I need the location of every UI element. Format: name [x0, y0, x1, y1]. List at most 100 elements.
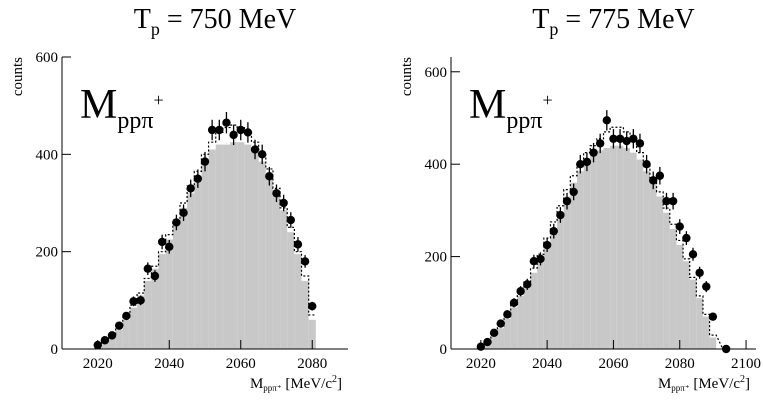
- histogram-bin: [251, 151, 259, 349]
- histogram-bin: [656, 196, 664, 349]
- x-axis-label-part: 2: [332, 374, 337, 385]
- x-axis-label-part: [MeV/c: [282, 376, 333, 392]
- annotation-part: ppπ: [117, 108, 153, 134]
- y-axis-label: counts: [10, 57, 26, 96]
- annotation: Mppπ+: [469, 82, 553, 134]
- histogram-bin: [709, 337, 717, 349]
- data-point: [272, 189, 281, 198]
- data-point: [615, 134, 625, 143]
- data-point: [569, 187, 578, 197]
- histogram-bin: [129, 307, 138, 349]
- histogram-bin: [490, 335, 498, 349]
- data-point: [100, 336, 110, 345]
- x-tick-label: 2060: [226, 356, 256, 372]
- data-point: [536, 254, 545, 264]
- data-point: [642, 159, 651, 169]
- x-axis-label-part: 2: [740, 374, 745, 385]
- annotation-part: ppπ: [506, 108, 542, 134]
- data-point: [649, 176, 658, 185]
- histogram-bin: [115, 329, 123, 349]
- data-point: [622, 136, 631, 146]
- data-point: [496, 319, 505, 328]
- histogram-bin: [151, 268, 159, 349]
- histogram-bin: [590, 154, 597, 349]
- data-point: [702, 282, 711, 291]
- histogram-bin: [179, 207, 188, 349]
- histogram-bin: [550, 228, 558, 349]
- data-point: [186, 184, 195, 193]
- x-axis-label-part: ppπ⁺: [263, 383, 282, 393]
- data-point: [265, 172, 274, 181]
- x-axis-label-part: M: [658, 376, 671, 392]
- histogram-bin: [280, 210, 288, 349]
- data-point: [229, 130, 238, 140]
- data-point: [609, 134, 618, 143]
- data-point: [602, 116, 612, 125]
- histogram-bin: [301, 280, 309, 349]
- histogram-bin: [137, 295, 145, 349]
- histogram-bin: [517, 295, 524, 349]
- data-point: [688, 250, 698, 259]
- data-point: [675, 222, 684, 231]
- y-tick-label: 200: [425, 250, 448, 266]
- histogram-bin: [215, 144, 223, 349]
- histogram-bin: [504, 318, 511, 349]
- chart-title-part: p: [151, 19, 160, 39]
- x-axis-label: Mppπ⁺ [MeV/c2]: [658, 374, 750, 393]
- histogram-bin: [683, 261, 690, 349]
- histogram-bin: [165, 239, 173, 349]
- x-tick-label: 2020: [83, 356, 113, 372]
- histogram-bin: [172, 224, 180, 349]
- histogram-bin: [623, 148, 631, 349]
- data-point: [293, 240, 303, 249]
- histogram-bin: [576, 171, 584, 349]
- x-axis-label-part: ]: [337, 376, 342, 392]
- data-point: [655, 171, 665, 180]
- data-point: [150, 271, 160, 281]
- y-tick-label: 400: [36, 147, 59, 163]
- histogram-bin: [244, 144, 252, 349]
- data-point: [258, 150, 267, 159]
- data-point: [582, 157, 592, 167]
- histogram-bin: [596, 150, 604, 349]
- y-tick-label: 600: [36, 50, 59, 66]
- chart-title-part: T: [134, 4, 151, 35]
- histogram-bin: [669, 228, 677, 349]
- histogram-bin: [194, 176, 202, 349]
- histogram-bin: [636, 159, 644, 349]
- annotation-part: +: [153, 90, 163, 110]
- y-tick-label: 200: [36, 245, 59, 261]
- x-tick-label: 2080: [297, 356, 327, 372]
- histogram-bin: [258, 161, 266, 349]
- data-point: [308, 301, 317, 311]
- histogram-bin: [643, 171, 650, 349]
- histogram-bin: [676, 245, 684, 349]
- x-tick-label: 2020: [466, 356, 496, 372]
- annotation-part: M: [469, 82, 506, 128]
- data-point: [483, 337, 492, 347]
- data-point: [503, 310, 512, 319]
- data-point: [122, 311, 131, 321]
- data-point: [529, 257, 539, 266]
- data-point: [236, 125, 245, 135]
- histogram-bin: [696, 298, 703, 349]
- histogram-bin: [702, 316, 710, 349]
- data-point: [279, 198, 288, 208]
- histogram-bin: [108, 336, 116, 349]
- data-point: [222, 118, 231, 127]
- data-point: [243, 128, 253, 137]
- histogram-bin: [523, 284, 531, 349]
- annotation-part: +: [542, 90, 552, 110]
- chart-title-part: T: [532, 4, 549, 35]
- histogram-bin: [287, 232, 295, 349]
- histogram-bin: [101, 341, 109, 349]
- histogram-bin: [689, 279, 697, 349]
- data-point: [509, 298, 519, 307]
- histogram-bin: [510, 307, 518, 349]
- data-point: [143, 264, 152, 273]
- data-point: [629, 134, 638, 143]
- histogram-bin: [201, 161, 209, 349]
- x-axis-label: Mppπ⁺ [MeV/c2]: [250, 374, 342, 393]
- data-point: [165, 242, 174, 251]
